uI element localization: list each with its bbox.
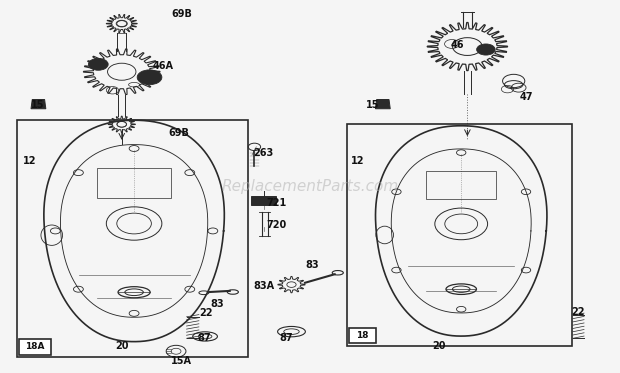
Bar	[426, 171, 497, 199]
Polygon shape	[376, 100, 390, 109]
Circle shape	[477, 44, 495, 55]
Text: 83: 83	[210, 299, 224, 309]
Polygon shape	[31, 100, 46, 109]
Bar	[97, 168, 171, 198]
Circle shape	[89, 59, 108, 70]
FancyBboxPatch shape	[19, 339, 51, 355]
Text: 20: 20	[115, 341, 129, 351]
Bar	[17, 120, 248, 357]
Circle shape	[137, 70, 162, 85]
Bar	[251, 196, 276, 205]
Text: 46: 46	[451, 40, 464, 50]
Text: 15: 15	[31, 100, 45, 110]
Text: 87: 87	[198, 333, 211, 342]
Text: 12: 12	[352, 156, 365, 166]
Text: 83: 83	[305, 260, 319, 270]
Text: 46A: 46A	[153, 61, 174, 71]
Text: 18A: 18A	[25, 342, 45, 351]
Text: 12: 12	[23, 156, 37, 166]
Bar	[347, 123, 572, 346]
Text: 22: 22	[571, 307, 585, 317]
Text: 69B: 69B	[171, 9, 192, 19]
Text: 18: 18	[356, 331, 369, 340]
Text: 22: 22	[199, 308, 213, 318]
Text: 15A: 15A	[171, 356, 192, 366]
Text: 69B: 69B	[168, 128, 189, 138]
Text: 15: 15	[366, 100, 379, 110]
Text: ReplacementParts.com: ReplacementParts.com	[221, 179, 399, 194]
FancyBboxPatch shape	[349, 328, 376, 344]
Text: 721: 721	[267, 198, 287, 208]
Text: 263: 263	[253, 148, 273, 158]
Text: 87: 87	[279, 333, 293, 343]
Text: 720: 720	[267, 220, 287, 231]
Text: 47: 47	[520, 92, 533, 102]
Text: 20: 20	[432, 341, 446, 351]
Text: 83A: 83A	[253, 282, 274, 291]
